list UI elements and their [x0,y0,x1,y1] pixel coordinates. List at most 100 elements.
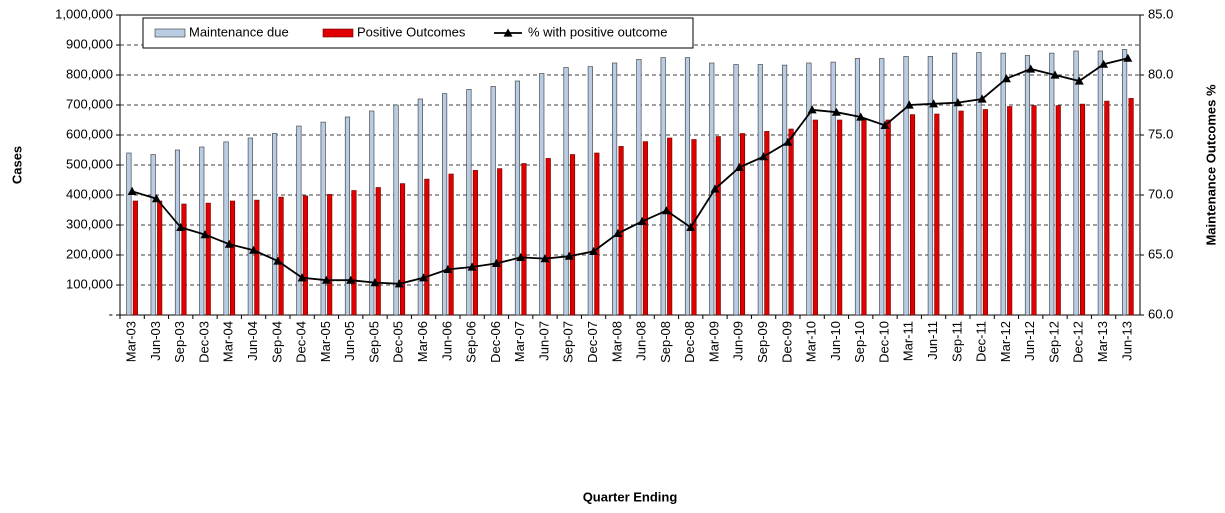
bar [514,80,521,316]
x-tick-label: Mar-08 [609,321,624,362]
bar [837,119,843,316]
marker [419,273,429,282]
bar [812,119,818,316]
bar [157,200,163,316]
x-tick-label: Mar-10 [804,321,819,362]
marker [249,245,259,254]
y-tick-label: 300,000 [66,216,113,231]
y-tick-label: 400,000 [66,186,113,201]
y-tick-label: 800,000 [66,66,113,81]
x-tick-label: Mar-06 [415,321,430,362]
x-tick-label: Jun-07 [536,321,551,361]
bar [247,137,253,316]
marker [831,107,841,116]
marker [151,194,161,203]
marker [224,239,234,248]
x-axis-title: Quarter Ending [583,489,678,504]
x-tick-label: Jun-03 [148,321,163,361]
x-tick-label: Sep-12 [1046,321,1061,363]
marker [759,152,769,161]
marker [637,216,647,225]
bar [254,199,260,316]
bar [272,133,278,316]
bar [885,119,891,316]
bar [1104,100,1110,316]
x-tick-label: Sep-05 [366,321,381,363]
bar [150,154,156,316]
bar [976,52,982,316]
marker [1074,76,1084,85]
line [131,57,1129,285]
marker [710,184,720,193]
bar [424,178,430,316]
x-tick-label: Jun-09 [731,321,746,361]
bar [399,183,406,316]
bar [521,163,527,316]
bar [660,57,666,316]
marker [661,206,671,215]
y-tick-label: 600,000 [66,126,113,141]
bar [903,56,909,316]
marker [467,262,477,271]
bar [934,113,940,316]
marker [1050,70,1060,79]
marker [977,94,987,103]
x-tick-label: Sep-09 [755,321,770,363]
x-tick-label: Mar-09 [706,321,721,362]
bar [375,187,381,316]
x-tick-label: Jun-11 [925,321,940,360]
bar [1128,98,1134,316]
bar [1007,106,1013,316]
marker [1001,74,1011,83]
bar [1055,105,1061,316]
x-tick-label: Dec-09 [779,321,794,363]
bar [497,168,503,316]
x-tick-label: Mar-11 [901,321,916,361]
y2-tick-label: 70.0 [1148,186,1173,201]
marker [904,100,914,109]
x-tick-label: Mar-13 [1095,321,1110,362]
bar [563,67,569,316]
marker [516,252,526,261]
x-tick-label: Jun-13 [1119,321,1134,361]
marker [807,105,817,114]
bar [958,110,964,316]
bar [982,109,988,316]
x-tick-label: Mar-07 [512,321,527,362]
bar [684,57,691,316]
x-tick-label: Dec-08 [682,321,697,363]
bar [344,116,351,316]
y-tick-label: 200,000 [66,246,113,261]
bar [927,56,933,316]
bar [782,64,788,316]
marker [370,278,380,287]
x-tick-label: Sep-03 [172,321,187,363]
legend-swatch [154,28,186,38]
bar [132,200,138,316]
marker [273,256,283,265]
marker [880,120,890,129]
bar [1031,105,1037,316]
marker [734,162,744,171]
bar [952,52,958,316]
y-tick-label: 700,000 [66,96,113,111]
bar [296,125,302,316]
x-tick-label: Dec-05 [391,321,406,363]
bar [327,194,333,316]
bar [1049,52,1055,316]
y-tick-label: 500,000 [66,156,113,171]
bar [302,195,308,316]
marker [491,258,501,267]
bar [442,93,448,316]
marker [929,99,939,108]
bar [181,203,187,316]
marker [953,98,963,107]
marker [686,222,696,231]
legend-label: Positive Outcomes [357,24,466,39]
y-tick-label: 100,000 [66,276,113,291]
x-tick-label: Jun-06 [439,321,454,361]
bar [667,137,673,316]
bar [174,149,181,316]
bar [223,141,229,316]
